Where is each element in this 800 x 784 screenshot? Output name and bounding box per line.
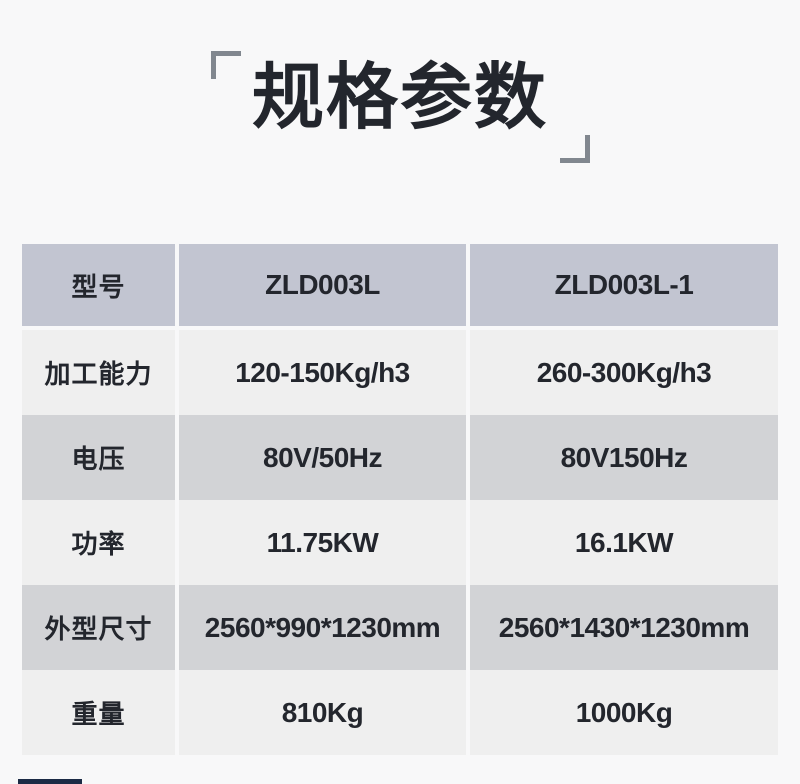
power-value-1: 11.75KW xyxy=(266,526,379,558)
capacity-label-cell: 加工能力 xyxy=(22,330,175,415)
weight-value-1: 810Kg xyxy=(281,696,364,728)
capacity-value-2: 260-300Kg/h3 xyxy=(536,356,712,388)
corner-bracket-top-left-icon xyxy=(211,51,241,79)
power-value-2-cell: 16.1KW xyxy=(470,500,778,585)
weight-value-1-cell: 810Kg xyxy=(179,670,466,755)
table-row-power: 功率 11.75KW 16.1KW xyxy=(22,500,778,585)
table-row-voltage: 电压 80V/50Hz 80V150Hz xyxy=(22,415,778,500)
weight-label: 重量 xyxy=(71,699,126,729)
voltage-label: 电压 xyxy=(71,444,126,474)
power-value-2: 16.1KW xyxy=(574,526,674,558)
capacity-label: 加工能力 xyxy=(44,359,153,389)
corner-bracket-bottom-right-icon xyxy=(560,135,590,163)
weight-value-2: 1000Kg xyxy=(575,696,673,728)
table-row-dimensions: 外型尺寸 2560*990*1230mm 2560*1430*1230mm xyxy=(22,585,778,670)
model-1-value: ZLD003L xyxy=(265,269,380,300)
dimensions-label-cell: 外型尺寸 xyxy=(22,585,175,670)
capacity-value-1: 120-150Kg/h3 xyxy=(235,356,410,388)
power-value-1-cell: 11.75KW xyxy=(179,500,466,585)
weight-label-cell: 重量 xyxy=(22,670,175,755)
table-header-row: 型号 ZLD003L ZLD003L-1 xyxy=(22,244,778,326)
dimensions-value-2: 2560*1430*1230mm xyxy=(498,611,750,643)
header-cell-model-2: ZLD003L-1 xyxy=(470,244,778,326)
voltage-value-2-cell: 80V150Hz xyxy=(470,415,778,500)
title-section: 规格参数 xyxy=(0,0,800,200)
spec-table: 型号 ZLD003L ZLD003L-1 加工能力 120-150Kg/h3 2… xyxy=(22,244,778,755)
dimensions-label: 外型尺寸 xyxy=(44,614,153,644)
voltage-value-1-cell: 80V/50Hz xyxy=(179,415,466,500)
power-label-cell: 功率 xyxy=(22,500,175,585)
model-2-value: ZLD003L-1 xyxy=(554,269,694,300)
weight-value-2-cell: 1000Kg xyxy=(470,670,778,755)
capacity-value-1-cell: 120-150Kg/h3 xyxy=(179,330,466,415)
page-title: 规格参数 xyxy=(251,58,548,138)
dimensions-value-1-cell: 2560*990*1230mm xyxy=(179,585,466,670)
table-row-capacity: 加工能力 120-150Kg/h3 260-300Kg/h3 xyxy=(22,330,778,415)
voltage-value-1: 80V/50Hz xyxy=(263,441,382,473)
dimensions-value-2-cell: 2560*1430*1230mm xyxy=(470,585,778,670)
voltage-label-cell: 电压 xyxy=(22,415,175,500)
capacity-value-2-cell: 260-300Kg/h3 xyxy=(470,330,778,415)
dimensions-value-1: 2560*990*1230mm xyxy=(204,611,441,643)
power-label: 功率 xyxy=(71,529,126,559)
bottom-accent-bar xyxy=(18,779,82,784)
header-cell-model-1: ZLD003L xyxy=(179,244,466,326)
model-label: 型号 xyxy=(71,271,126,302)
voltage-value-2: 80V150Hz xyxy=(560,441,688,473)
table-row-weight: 重量 810Kg 1000Kg xyxy=(22,670,778,755)
header-cell-model-label: 型号 xyxy=(22,244,175,326)
